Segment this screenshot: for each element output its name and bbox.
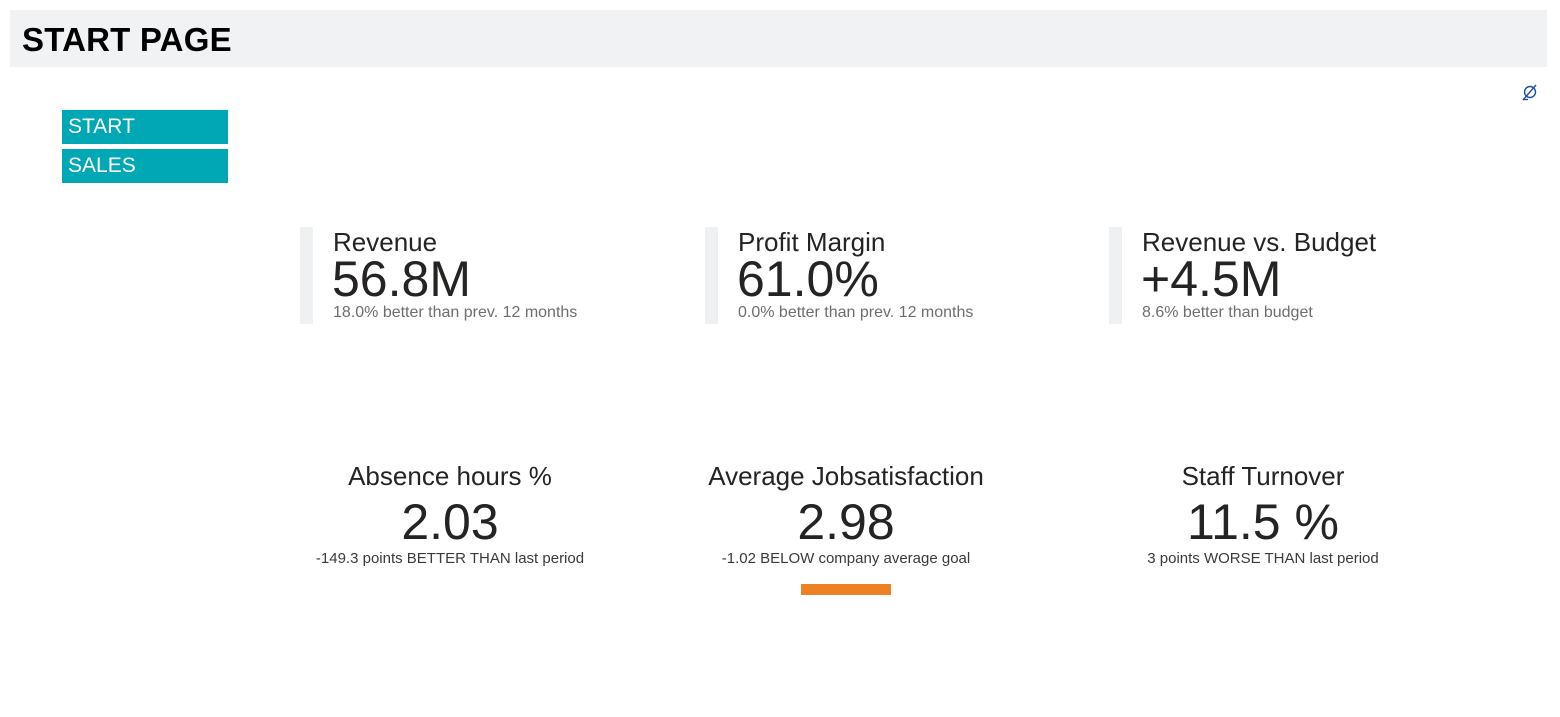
kpi-subtitle: -149.3 points BETTER THAN last period [315, 550, 585, 567]
kpi-title: Absence hours % [348, 461, 552, 491]
kpi-card-revenue: Revenue 56.8M 18.0% better than prev. 12… [300, 227, 630, 324]
kpi-subtitle: 0.0% better than prev. 12 months [738, 304, 974, 321]
kpi-card-profit-margin: Profit Margin 61.0% 0.0% better than pre… [705, 227, 1035, 324]
kpi-title: Average Jobsatisfaction [708, 461, 984, 491]
nav-sales-button[interactable]: SALES [62, 149, 228, 183]
kpi-title: Staff Turnover [1181, 461, 1345, 491]
kpi-card-absence-hours: Absence hours % 2.03 -149.3 points BETTE… [270, 460, 630, 600]
kpi-value: 56.8M [332, 251, 471, 307]
kpi-card-revenue-vs-budget: Revenue vs. Budget +4.5M 8.6% better tha… [1109, 227, 1439, 324]
kpi-subtitle: 18.0% better than prev. 12 months [333, 304, 578, 321]
page-title: START PAGE [22, 21, 232, 58]
kpi-accent-bar [300, 227, 313, 324]
status-indicator-bar [801, 584, 891, 595]
kpi-subtitle: 8.6% better than budget [1142, 304, 1313, 321]
kpi-title: Revenue [333, 227, 438, 257]
filter-clear-icon[interactable] [1521, 83, 1539, 101]
kpi-title: Profit Margin [738, 227, 886, 257]
kpi-accent-bar [705, 227, 718, 324]
kpi-subtitle: -1.02 BELOW company average goal [721, 550, 971, 567]
page-header: START PAGE [10, 10, 1547, 67]
kpi-value: 2.03 [401, 494, 499, 550]
kpi-subtitle: 3 points WORSE THAN last period [1147, 550, 1379, 567]
kpi-accent-bar [1109, 227, 1122, 324]
kpi-title: Revenue vs. Budget [1142, 227, 1377, 257]
kpi-card-staff-turnover: Staff Turnover 11.5 % 3 points WORSE THA… [1083, 460, 1443, 600]
kpi-card-average-jobsatisfaction: Average Jobsatisfaction 2.98 -1.02 BELOW… [666, 460, 1026, 600]
kpi-value: 61.0% [737, 251, 879, 307]
kpi-value: 11.5 % [1187, 494, 1339, 550]
kpi-value: 2.98 [797, 494, 895, 550]
kpi-value: +4.5M [1141, 251, 1282, 307]
nav-start-button[interactable]: START [62, 110, 228, 144]
